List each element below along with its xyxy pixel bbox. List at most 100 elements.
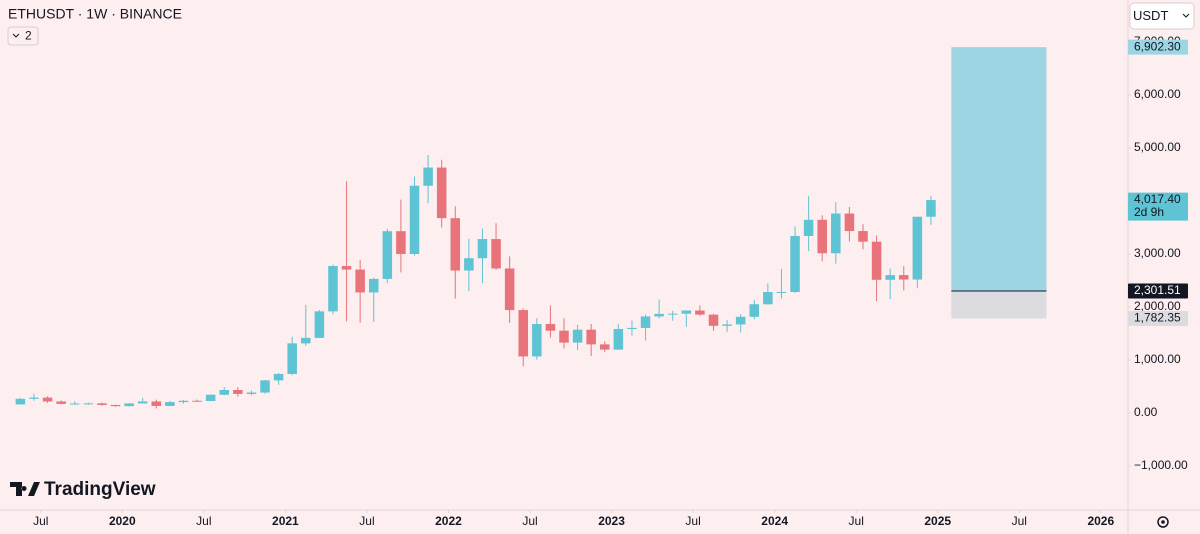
- last-price-box: [1128, 192, 1188, 221]
- candle-body: [817, 219, 827, 254]
- candle-body: [341, 266, 352, 270]
- settings-icon[interactable]: [1157, 516, 1169, 528]
- candle-body: [396, 231, 406, 254]
- logo-icon: [10, 482, 40, 496]
- x-tick-label: Jul: [522, 514, 537, 528]
- candle-body: [708, 314, 719, 326]
- x-tick-label: Jul: [359, 514, 374, 528]
- candle-body: [409, 185, 420, 254]
- candle-body: [681, 310, 692, 314]
- candle-body: [233, 390, 243, 394]
- candle-body: [627, 327, 637, 329]
- x-tick-label: 2020: [109, 514, 136, 528]
- entry-price-box: [1128, 283, 1188, 299]
- x-tick-label: 2023: [598, 514, 625, 528]
- candle-body: [586, 329, 596, 345]
- candle-body: [572, 329, 583, 343]
- x-tick-label: 2021: [272, 514, 299, 528]
- candle-body: [273, 373, 284, 381]
- candle-body: [559, 330, 569, 343]
- y-tick-label: 2,000.00: [1134, 299, 1181, 313]
- candle-body: [83, 403, 94, 405]
- candle-body: [722, 324, 732, 326]
- indicator-toggle[interactable]: [7, 26, 39, 46]
- candle-body: [735, 316, 746, 325]
- candle-body: [15, 398, 26, 405]
- y-tick-label: 6,000.00: [1134, 87, 1181, 101]
- candle-body: [69, 403, 80, 405]
- y-tick-label: 0.00: [1134, 405, 1158, 419]
- x-tick-label: Jul: [849, 514, 864, 528]
- loss-zone: [951, 291, 1047, 319]
- candle-body: [871, 241, 882, 280]
- candle-body: [504, 268, 515, 311]
- candle-body: [899, 275, 909, 280]
- candle-body: [328, 266, 338, 312]
- entry-price-label: 2,301.51: [1134, 283, 1181, 297]
- x-tick-label: 2025: [924, 514, 951, 528]
- candle-body: [382, 231, 393, 279]
- x-tick-label: Jul: [196, 514, 211, 528]
- stop-price-box: [1128, 311, 1188, 327]
- y-tick-label: −1,000.00: [1134, 458, 1188, 472]
- candle-body: [803, 219, 814, 236]
- candle-body: [151, 401, 162, 406]
- candle-body: [749, 304, 760, 317]
- candle-body: [640, 316, 651, 328]
- candle-body: [776, 291, 787, 293]
- x-tick-label: Jul: [33, 514, 48, 528]
- y-tick-label: 5,000.00: [1134, 140, 1181, 154]
- candle-body: [192, 400, 202, 402]
- candle-body: [464, 258, 474, 271]
- candle-body: [42, 397, 53, 402]
- y-tick-label: 1,000.00: [1134, 352, 1181, 366]
- candle-body: [926, 200, 936, 217]
- stop-price-label: 1,782.35: [1134, 311, 1181, 325]
- currency-label: USDT: [1133, 8, 1168, 23]
- target-price-box: [1128, 39, 1188, 55]
- candle-body: [518, 310, 528, 357]
- candle-body: [450, 218, 461, 271]
- candle-body: [165, 402, 175, 406]
- candle-body: [831, 213, 841, 254]
- indicator-count: 2: [25, 29, 32, 43]
- currency-dropdown[interactable]: [1129, 2, 1195, 30]
- symbol-title: ETHUSDT · 1W · BINANCE: [8, 6, 182, 22]
- candle-body: [110, 404, 121, 407]
- x-tick-label: 2024: [761, 514, 788, 528]
- candle-body: [287, 343, 297, 374]
- candle-body: [532, 324, 542, 357]
- candle-body: [205, 394, 216, 402]
- chevron-icon: [1182, 13, 1190, 18]
- candle-body: [912, 216, 923, 280]
- candle-body: [885, 275, 895, 280]
- candle-body: [97, 403, 107, 405]
- candle-body: [355, 269, 365, 293]
- candle-body: [763, 292, 773, 305]
- x-tick-label: Jul: [685, 514, 700, 528]
- candle-body: [545, 324, 556, 331]
- candle-body: [56, 401, 66, 404]
- x-tick-label: 2026: [1087, 514, 1114, 528]
- candle-body: [219, 390, 229, 395]
- candle-body: [695, 310, 705, 315]
- candle-body: [246, 392, 257, 394]
- logo: TradingView: [10, 479, 156, 500]
- last-price-label: 4,017.40: [1134, 192, 1181, 206]
- target-price-label: 6,902.30: [1134, 39, 1181, 53]
- candle-body: [858, 231, 868, 242]
- chevron-icon: [12, 33, 20, 38]
- candle-body: [29, 397, 39, 399]
- logo-text: TradingView: [44, 479, 156, 500]
- profit-zone: [951, 47, 1047, 292]
- price-labels: −1,000.00 0.00 1,000.00 2,000.00 3,000.00 4,0…: [1128, 34, 1188, 472]
- candle-body: [600, 344, 610, 350]
- x-tick-label: Jul: [1012, 514, 1027, 528]
- candle-body: [613, 328, 624, 350]
- x-tick-label: 2022: [435, 514, 462, 528]
- candle-body: [477, 239, 488, 259]
- candle-body: [654, 313, 664, 317]
- candle-body: [137, 401, 148, 404]
- plot-area: [15, 47, 1047, 409]
